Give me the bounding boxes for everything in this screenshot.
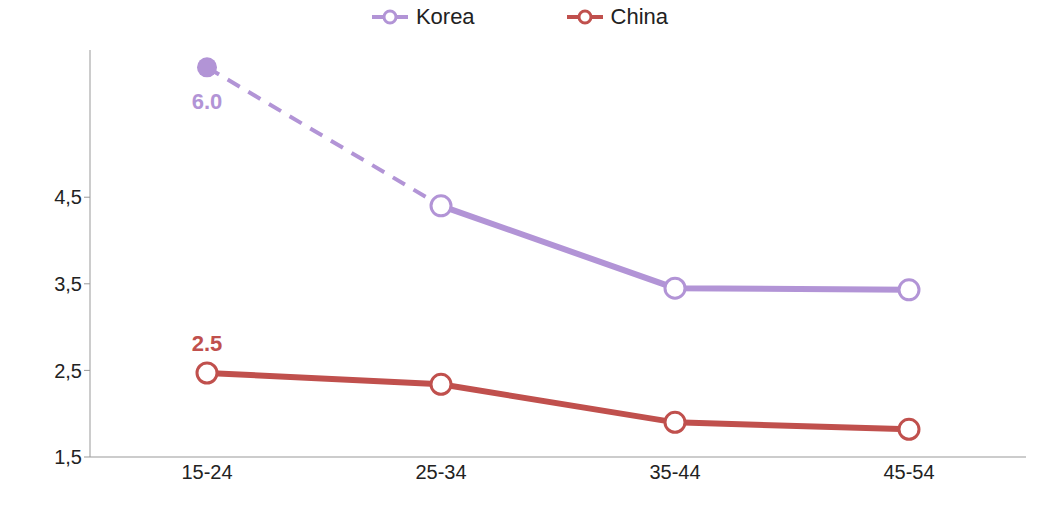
svg-text:15-24: 15-24 — [181, 461, 232, 483]
svg-text:25-34: 25-34 — [415, 461, 466, 483]
svg-text:1,5: 1,5 — [54, 446, 82, 468]
svg-text:35-44: 35-44 — [649, 461, 700, 483]
svg-text:4,5: 4,5 — [54, 186, 82, 208]
svg-text:45-54: 45-54 — [883, 461, 934, 483]
html-text:Korea: Korea — [415, 4, 475, 29]
svg-text:2.5: 2.5 — [192, 331, 223, 356]
html-text:China: China — [610, 4, 669, 29]
svg-text:6.0: 6.0 — [192, 89, 223, 114]
svg-text:3,5: 3,5 — [54, 273, 82, 295]
svg-text:2,5: 2,5 — [54, 360, 82, 382]
